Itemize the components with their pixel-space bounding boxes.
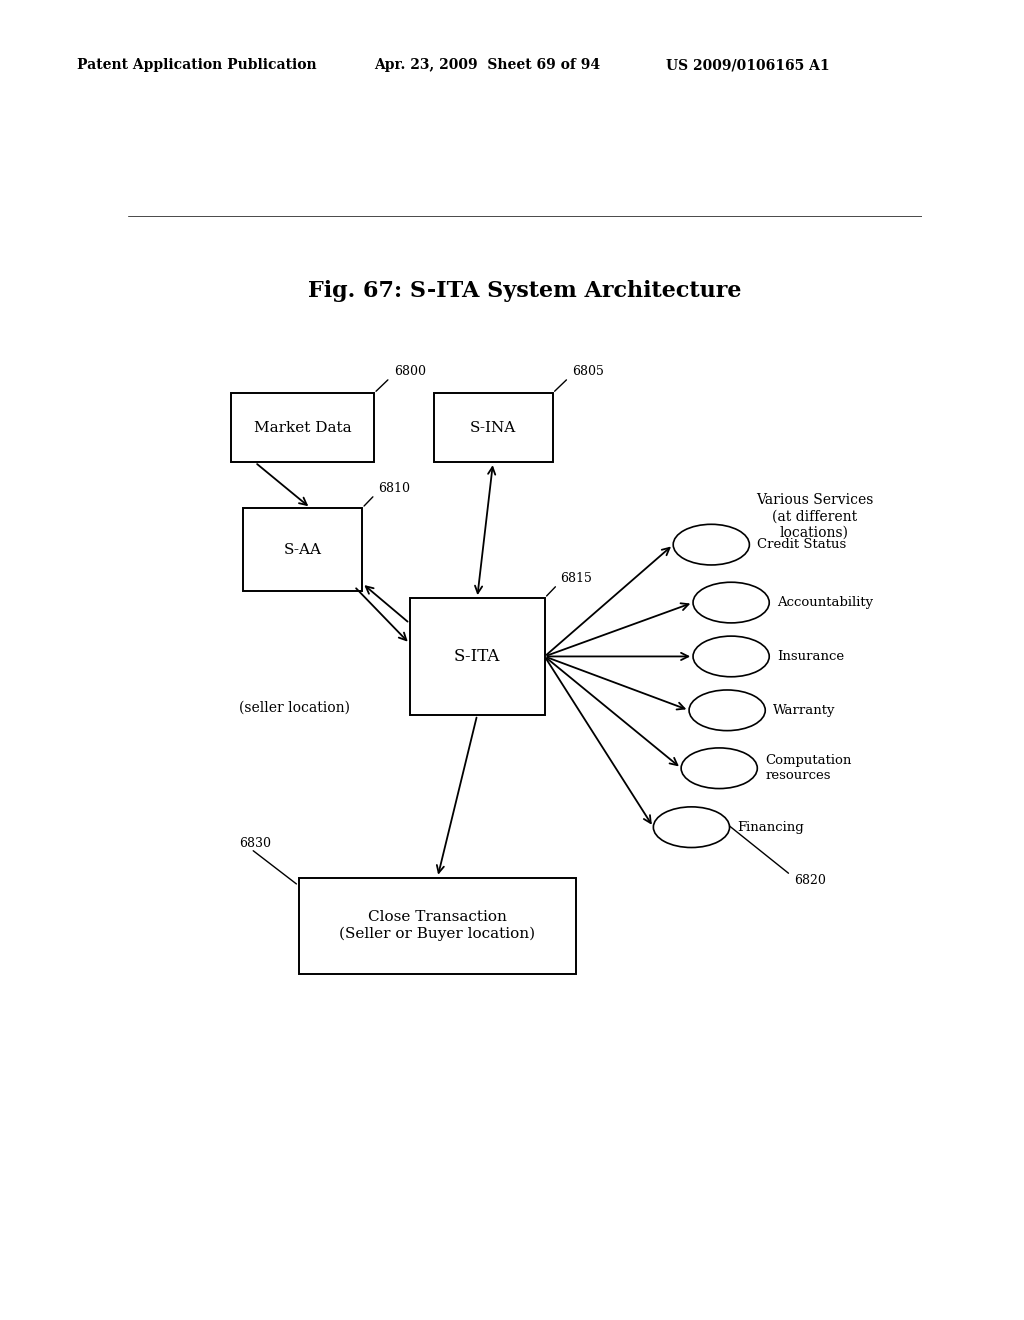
FancyBboxPatch shape [231,393,374,462]
Text: 6805: 6805 [572,364,604,378]
Text: Patent Application Publication: Patent Application Publication [77,58,316,73]
FancyBboxPatch shape [299,878,577,974]
Text: Various Services
(at different
locations): Various Services (at different locations… [756,492,873,540]
FancyBboxPatch shape [243,508,362,591]
Text: Financing: Financing [737,821,804,834]
Text: Warranty: Warranty [773,704,836,717]
Text: Close Transaction
(Seller or Buyer location): Close Transaction (Seller or Buyer locat… [339,911,536,941]
FancyBboxPatch shape [433,393,553,462]
Text: 6820: 6820 [795,874,826,887]
Text: Market Data: Market Data [254,421,351,434]
Ellipse shape [689,690,765,731]
Text: S-INA: S-INA [470,421,516,434]
Ellipse shape [693,636,769,677]
Ellipse shape [693,582,769,623]
Text: S-AA: S-AA [284,543,322,557]
Ellipse shape [681,748,758,788]
Ellipse shape [673,524,750,565]
Text: Fig. 67: S-ITA System Architecture: Fig. 67: S-ITA System Architecture [308,280,741,301]
Text: Computation
resources: Computation resources [765,754,852,783]
Text: Accountability: Accountability [777,597,873,609]
Text: Apr. 23, 2009  Sheet 69 of 94: Apr. 23, 2009 Sheet 69 of 94 [374,58,600,73]
Text: S-ITA: S-ITA [454,648,501,665]
Text: 6800: 6800 [394,364,426,378]
Text: (seller location): (seller location) [240,700,350,714]
Text: Insurance: Insurance [777,649,845,663]
Text: 6815: 6815 [560,572,593,585]
Text: Credit Status: Credit Status [758,539,847,552]
Ellipse shape [653,807,729,847]
Text: US 2009/0106165 A1: US 2009/0106165 A1 [666,58,829,73]
Text: 6810: 6810 [378,482,410,495]
Text: 6830: 6830 [240,837,271,850]
FancyBboxPatch shape [410,598,545,715]
